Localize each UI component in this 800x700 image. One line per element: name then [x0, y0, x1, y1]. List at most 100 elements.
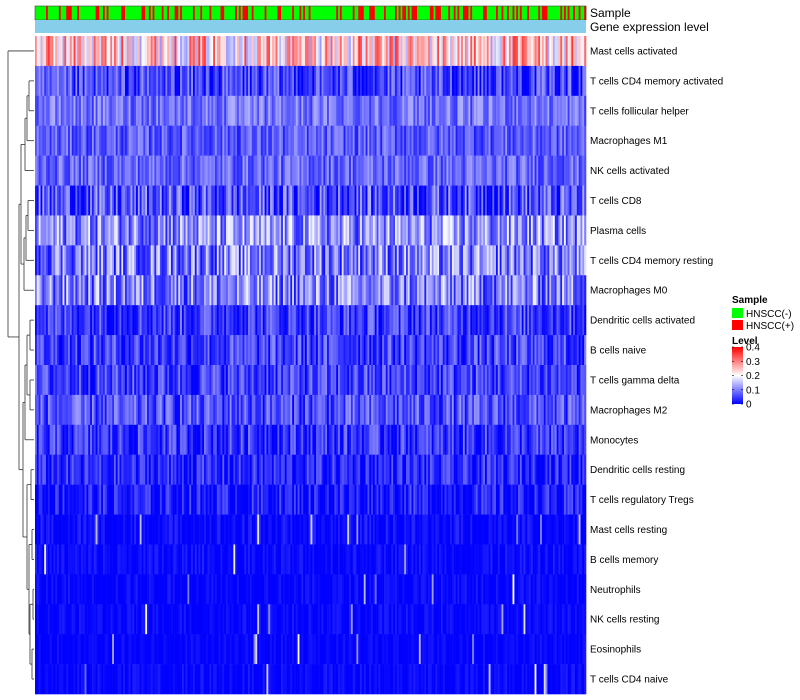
heatmap-cell	[73, 125, 76, 156]
heatmap-cell	[185, 275, 188, 306]
heatmap-cell	[117, 305, 120, 336]
heatmap-cell	[293, 245, 297, 276]
heatmap-cell	[113, 454, 117, 485]
heatmap-cell	[358, 335, 361, 366]
heatmap-cell	[323, 394, 326, 426]
heatmap-cell	[224, 275, 227, 306]
heatmap-cell	[472, 125, 475, 156]
heatmap-cell	[216, 305, 219, 336]
heatmap-cell	[508, 424, 511, 456]
heatmap-cell	[394, 65, 398, 97]
heatmap-cell	[58, 365, 62, 396]
heatmap-cell	[40, 65, 43, 97]
heatmap-cell	[163, 245, 166, 276]
heatmap-cell	[492, 245, 495, 276]
heatmap-cell	[429, 215, 433, 246]
heatmap-cell	[420, 335, 423, 366]
heatmap-cell	[281, 125, 284, 156]
heatmap-cell	[260, 125, 264, 156]
heatmap-cell	[343, 125, 346, 156]
heatmap-cell	[516, 215, 519, 246]
heatmap-cell	[44, 36, 47, 67]
heatmap-cell	[448, 365, 451, 396]
sample-cell	[558, 6, 561, 20]
heatmap-cell	[576, 245, 579, 276]
sample-cell	[244, 6, 247, 20]
heatmap-cell	[304, 155, 308, 186]
heatmap-cell	[494, 36, 497, 67]
heatmap-cell	[196, 245, 199, 276]
sample-cell	[518, 6, 521, 20]
heatmap-cell	[71, 275, 74, 306]
heatmap-cell	[205, 424, 208, 456]
heatmap-cell	[132, 424, 135, 456]
heatmap-cell	[121, 65, 124, 97]
heatmap-cell	[319, 365, 322, 396]
sample-cell	[448, 6, 451, 20]
heatmap-cell	[137, 394, 140, 426]
heatmap-cell	[308, 454, 311, 485]
heatmap-cell	[492, 394, 495, 426]
heatmap-cell	[347, 155, 350, 186]
heatmap-cell	[165, 365, 168, 396]
heatmap-cell	[145, 215, 148, 246]
heatmap-cell	[448, 454, 451, 485]
sample-cell	[286, 6, 289, 20]
heatmap-cell	[525, 305, 528, 336]
heatmap-cell	[424, 454, 427, 485]
sample-cell	[400, 6, 403, 20]
heatmap-cell	[497, 215, 500, 246]
heatmap-cell	[378, 95, 381, 127]
heatmap-cell	[47, 365, 50, 396]
heatmap-cell	[334, 365, 337, 396]
heatmap-cell	[349, 424, 352, 456]
heatmap-cell	[576, 125, 579, 156]
heatmap-cell	[248, 365, 251, 396]
heatmap-cell	[563, 65, 567, 97]
heatmap-cell	[194, 424, 197, 456]
heatmap-cell	[257, 454, 260, 485]
sample-cell	[312, 6, 315, 20]
heatmap-cell	[108, 245, 111, 276]
heatmap-cell	[308, 36, 311, 67]
heatmap-cell	[301, 125, 304, 156]
sample-cell	[112, 6, 115, 20]
heatmap-cell	[290, 155, 293, 186]
heatmap-cell	[409, 185, 412, 216]
heatmap-cell	[200, 245, 203, 276]
heatmap-cell	[306, 275, 309, 306]
heatmap-cell	[119, 365, 122, 396]
sample-annotation-track	[34, 5, 587, 21]
heatmap-cell	[534, 394, 537, 426]
heatmap-cell	[437, 424, 440, 456]
heatmap-cell	[214, 365, 218, 396]
heatmap-cell	[418, 36, 421, 67]
heatmap-cell	[115, 365, 118, 396]
heatmap-cell	[126, 215, 129, 246]
heatmap-cell	[53, 125, 56, 156]
heatmap-cell	[147, 335, 150, 366]
heatmap-cell	[319, 155, 322, 186]
heatmap-cell	[468, 36, 471, 67]
sample-cell	[473, 6, 477, 20]
sample-cell	[273, 6, 276, 20]
heatmap-cell	[519, 365, 523, 396]
heatmap-cell	[288, 365, 291, 396]
heatmap-cell	[573, 394, 576, 426]
heatmap-cell	[147, 185, 150, 216]
heatmap-cell	[473, 36, 477, 67]
heatmap-cell	[332, 365, 335, 396]
heatmap-cell	[461, 245, 464, 276]
heatmap-cell	[141, 95, 144, 127]
heatmap-cell	[479, 424, 482, 456]
heatmap-cell	[211, 65, 214, 97]
heatmap-cell	[580, 155, 583, 186]
heatmap-cell	[68, 65, 71, 97]
heatmap-cell	[547, 245, 550, 276]
heatmap-cell	[44, 424, 47, 456]
heatmap-cell	[163, 36, 166, 67]
heatmap-cell	[330, 424, 333, 456]
heatmap-cell	[86, 424, 89, 456]
heatmap-cell	[328, 36, 332, 67]
heatmap-cell	[332, 36, 335, 67]
